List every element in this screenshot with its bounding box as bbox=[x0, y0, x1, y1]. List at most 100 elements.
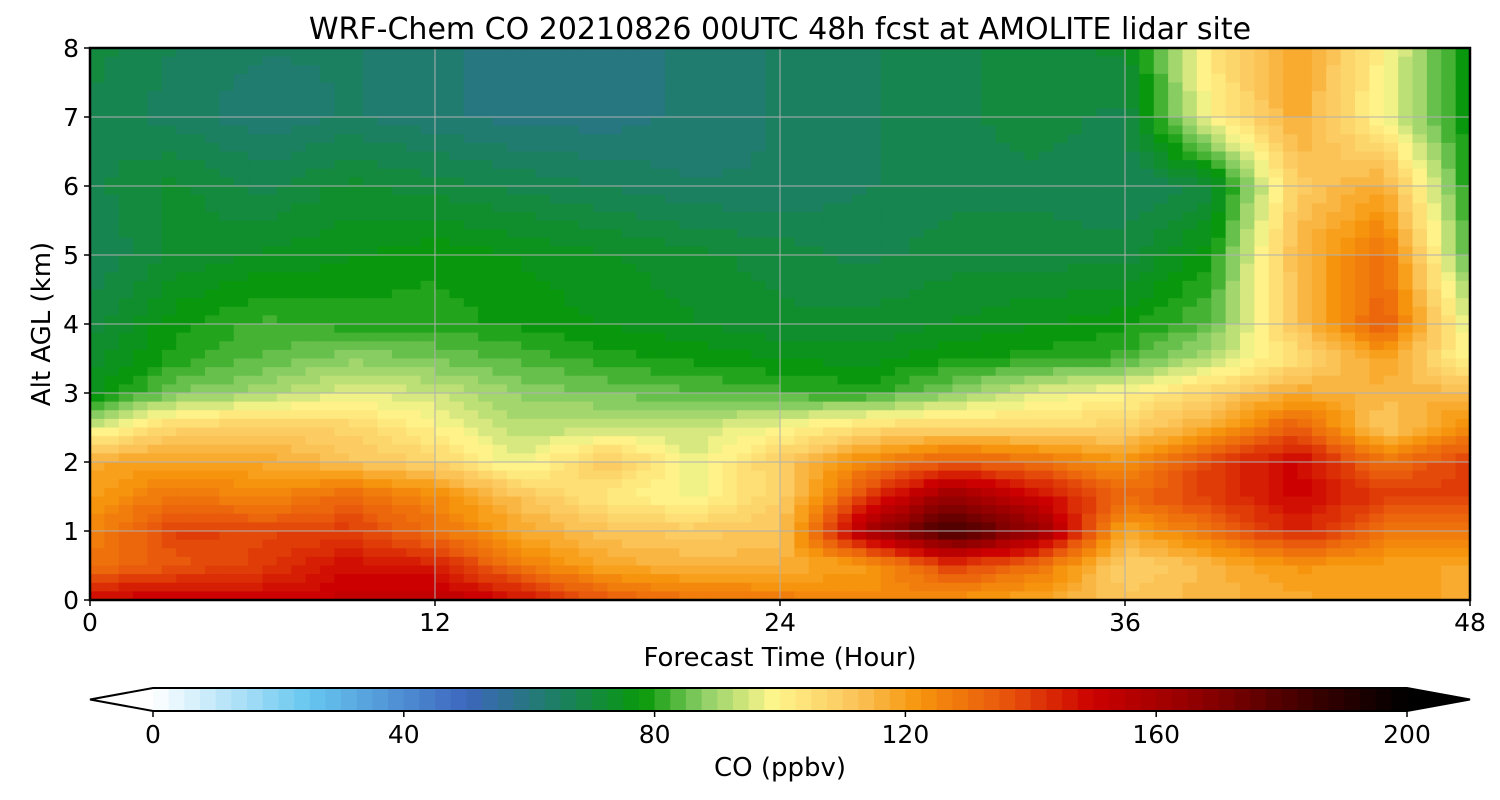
heatmap-cell bbox=[607, 324, 623, 334]
heatmap-cell bbox=[593, 99, 609, 109]
heatmap-cell bbox=[1268, 349, 1284, 360]
heatmap-cell bbox=[1225, 186, 1241, 196]
heatmap-cell bbox=[578, 48, 594, 58]
heatmap-cell bbox=[391, 203, 407, 213]
heatmap-cell bbox=[1426, 487, 1442, 498]
heatmap-cell bbox=[650, 298, 666, 308]
heatmap-cell bbox=[794, 332, 810, 342]
heatmap-cell bbox=[363, 82, 379, 92]
heatmap-cell bbox=[794, 436, 810, 446]
heatmap-cell bbox=[966, 211, 982, 222]
heatmap-cell bbox=[593, 479, 609, 489]
heatmap-cell bbox=[348, 168, 364, 178]
heatmap-cell bbox=[1326, 263, 1342, 273]
heatmap-cell bbox=[1225, 393, 1241, 403]
heatmap-cell bbox=[1067, 160, 1083, 170]
heatmap-cell bbox=[923, 186, 939, 196]
heatmap-cell bbox=[823, 142, 839, 153]
heatmap-cell bbox=[521, 263, 537, 273]
heatmap-cell bbox=[837, 358, 853, 368]
heatmap-cell bbox=[909, 237, 925, 247]
heatmap-cell bbox=[1311, 246, 1327, 256]
heatmap-cell bbox=[1398, 177, 1414, 187]
heatmap-cell bbox=[794, 237, 810, 247]
heatmap-cell bbox=[765, 125, 781, 135]
heatmap-cell bbox=[492, 73, 508, 84]
heatmap-cell bbox=[334, 453, 350, 463]
heatmap-cell bbox=[636, 384, 652, 394]
heatmap-cell bbox=[866, 82, 882, 92]
heatmap-cell bbox=[1153, 289, 1169, 299]
heatmap-cell bbox=[1196, 65, 1212, 75]
heatmap-cell bbox=[607, 298, 623, 308]
heatmap-cell bbox=[435, 298, 450, 308]
heatmap-cell bbox=[1398, 444, 1414, 454]
heatmap-cell bbox=[363, 160, 379, 170]
heatmap-cell bbox=[1311, 401, 1327, 411]
heatmap-cell bbox=[161, 99, 177, 109]
heatmap-cell bbox=[851, 73, 867, 84]
heatmap-cell bbox=[463, 306, 479, 316]
heatmap-cell bbox=[219, 272, 235, 282]
heatmap-cell bbox=[449, 367, 465, 377]
heatmap-cell bbox=[133, 177, 149, 187]
heatmap-cell bbox=[190, 306, 206, 316]
heatmap-cell bbox=[248, 298, 264, 308]
heatmap-cell bbox=[1383, 401, 1399, 411]
heatmap-cell bbox=[276, 82, 292, 92]
heatmap-cell bbox=[1326, 462, 1342, 472]
heatmap-cell bbox=[205, 367, 220, 377]
heatmap-cell bbox=[1053, 349, 1069, 360]
heatmap-cell bbox=[406, 358, 422, 368]
heatmap-cell bbox=[305, 263, 321, 273]
heatmap-cell bbox=[1326, 470, 1342, 480]
heatmap-cell bbox=[909, 298, 925, 308]
heatmap-cell bbox=[952, 444, 968, 454]
heatmap-cell bbox=[1268, 246, 1284, 256]
heatmap-cell bbox=[248, 401, 264, 411]
heatmap-cell bbox=[449, 272, 465, 282]
heatmap-cell bbox=[348, 384, 364, 394]
heatmap-cell bbox=[118, 177, 134, 187]
heatmap-cell bbox=[593, 349, 609, 360]
heatmap-cell bbox=[248, 211, 264, 222]
heatmap-cell bbox=[449, 315, 465, 325]
heatmap-cell bbox=[1139, 211, 1155, 222]
heatmap-cell bbox=[1441, 73, 1457, 84]
heatmap-cell bbox=[1053, 160, 1069, 170]
heatmap-cell bbox=[1225, 470, 1241, 480]
heatmap-cell bbox=[1038, 341, 1054, 351]
heatmap-cell bbox=[550, 349, 565, 360]
heatmap-cell bbox=[866, 151, 882, 161]
heatmap-cell bbox=[866, 487, 882, 498]
heatmap-cell bbox=[1398, 384, 1414, 394]
heatmap-cell bbox=[578, 117, 594, 127]
heatmap-cell bbox=[923, 48, 939, 58]
heatmap-cell bbox=[593, 56, 609, 66]
heatmap-cell bbox=[1268, 410, 1284, 420]
heatmap-cell bbox=[765, 99, 781, 109]
heatmap-cell bbox=[952, 220, 968, 230]
heatmap-cell bbox=[1110, 487, 1126, 498]
heatmap-cell bbox=[1081, 367, 1097, 377]
heatmap-cell bbox=[521, 151, 537, 161]
heatmap-cell bbox=[248, 384, 264, 394]
heatmap-cell bbox=[1196, 186, 1212, 196]
heatmap-cell bbox=[1168, 272, 1184, 282]
heatmap-cell bbox=[1441, 298, 1457, 308]
heatmap-cell bbox=[851, 220, 867, 230]
heatmap-cell bbox=[176, 237, 192, 247]
heatmap-cell bbox=[765, 108, 781, 118]
heatmap-cell bbox=[320, 280, 335, 291]
heatmap-cell bbox=[1153, 418, 1169, 429]
heatmap-cell bbox=[1412, 246, 1428, 256]
heatmap-cell bbox=[722, 306, 738, 316]
heatmap-cell bbox=[823, 73, 839, 84]
heatmap-cell bbox=[320, 56, 335, 66]
heatmap-cell bbox=[420, 151, 436, 161]
heatmap-cell bbox=[851, 108, 867, 118]
heatmap-cell bbox=[765, 194, 781, 204]
heatmap-cell bbox=[190, 263, 206, 273]
heatmap-cell bbox=[952, 418, 968, 429]
heatmap-cell bbox=[736, 306, 752, 316]
